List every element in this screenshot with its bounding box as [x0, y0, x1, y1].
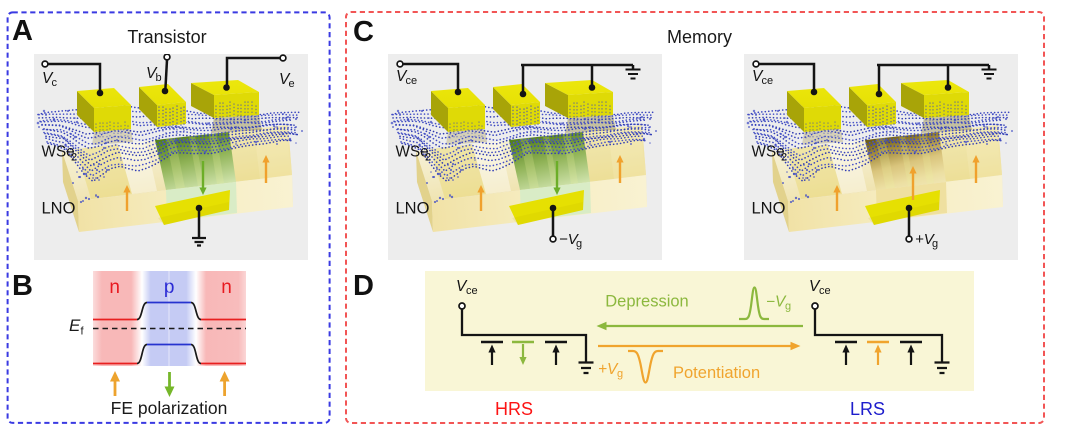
svg-text:V: V [279, 71, 291, 88]
svg-text:LRS: LRS [850, 399, 885, 419]
svg-text:−V: −V [766, 294, 787, 311]
svg-text:V: V [456, 278, 468, 295]
svg-text:V: V [42, 70, 54, 87]
svg-text:LNO: LNO [752, 200, 786, 218]
svg-text:g: g [576, 238, 582, 250]
svg-text:V: V [752, 68, 764, 85]
svg-text:Depression: Depression [605, 293, 688, 311]
svg-text:−V: −V [559, 231, 580, 248]
svg-text:ce: ce [819, 285, 831, 297]
svg-text:2: 2 [781, 152, 787, 164]
svg-text:ce: ce [762, 75, 774, 87]
svg-text:f: f [81, 326, 85, 338]
svg-text:WSe: WSe [752, 144, 785, 161]
svg-text:n: n [221, 277, 232, 298]
svg-text:Potentiation: Potentiation [673, 364, 760, 382]
svg-text:2: 2 [425, 152, 431, 164]
svg-text:LNO: LNO [42, 200, 76, 218]
svg-text:g: g [785, 301, 791, 313]
svg-text:+V: +V [915, 231, 936, 248]
svg-text:ce: ce [406, 75, 418, 87]
svg-text:n: n [109, 277, 120, 298]
svg-text:ce: ce [466, 285, 478, 297]
svg-text:c: c [52, 77, 58, 89]
svg-text:LNO: LNO [396, 200, 430, 218]
svg-text:2: 2 [71, 152, 77, 164]
svg-text:V: V [809, 278, 821, 295]
svg-text:b: b [156, 72, 162, 84]
svg-text:e: e [289, 78, 295, 90]
svg-text:WSe: WSe [396, 144, 429, 161]
svg-text:E: E [69, 316, 81, 335]
svg-text:FE polarization: FE polarization [111, 398, 228, 418]
svg-text:HRS: HRS [495, 399, 533, 419]
svg-text:V: V [146, 65, 158, 82]
svg-text:g: g [617, 368, 623, 380]
svg-text:g: g [932, 238, 938, 250]
svg-text:+V: +V [598, 361, 619, 378]
svg-text:WSe: WSe [42, 144, 75, 161]
svg-text:V: V [396, 68, 408, 85]
